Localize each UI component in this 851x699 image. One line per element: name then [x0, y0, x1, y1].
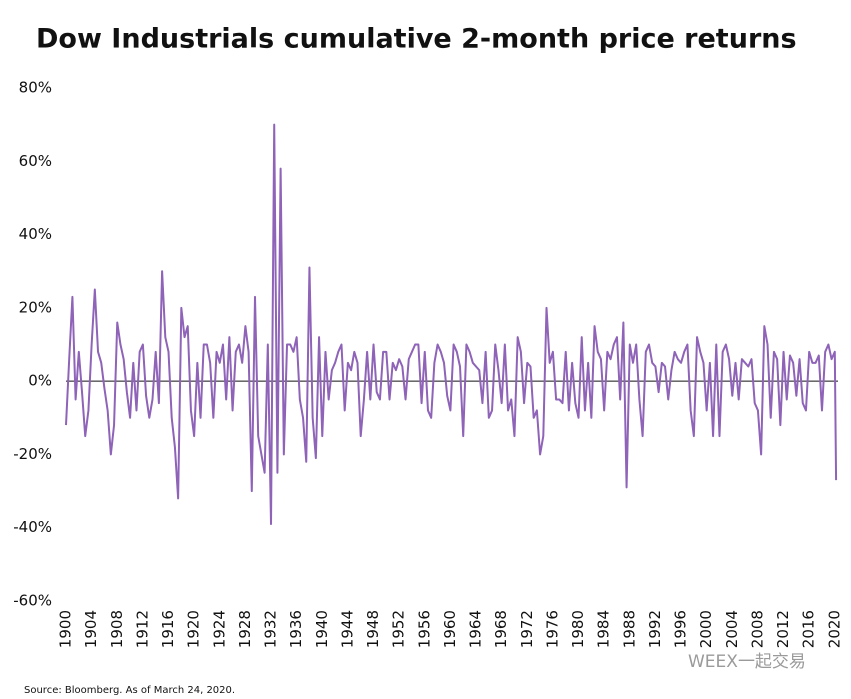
- x-tick-label: 1956: [415, 610, 433, 648]
- x-tick-label: 1964: [467, 610, 485, 648]
- x-tick-label: 1916: [159, 610, 177, 648]
- x-tick-label: 2000: [697, 610, 715, 648]
- x-tick-label: 1948: [364, 610, 382, 648]
- x-tick-label: 1960: [441, 610, 459, 648]
- x-tick-label: 1968: [492, 610, 510, 648]
- x-tick-label: 1996: [672, 610, 690, 648]
- x-tick-label: 1904: [82, 610, 100, 648]
- x-tick-label: 1992: [646, 610, 664, 648]
- y-tick-label: 60%: [19, 152, 52, 170]
- y-tick-label: 0%: [28, 372, 52, 390]
- x-tick-label: 1900: [57, 610, 75, 648]
- y-tick-label: -60%: [13, 592, 52, 610]
- y-tick-label: -40%: [13, 518, 52, 536]
- x-tick-label: 1972: [518, 610, 536, 648]
- x-tick-label: 2004: [723, 610, 741, 648]
- x-tick-label: 1940: [313, 610, 331, 648]
- data-line: [65, 123, 838, 526]
- x-tick-label: 1920: [185, 610, 203, 648]
- x-tick-label: 1932: [262, 610, 280, 648]
- x-tick-label: 1928: [236, 610, 254, 648]
- x-tick-label: 1944: [338, 610, 356, 648]
- x-tick-label: 1988: [620, 610, 638, 648]
- x-tick-label: 1936: [287, 610, 305, 648]
- x-tick-label: 2016: [800, 610, 818, 648]
- y-tick-label: -20%: [13, 445, 52, 463]
- x-tick-label: 1984: [595, 610, 613, 648]
- chart-title: Dow Industrials cumulative 2-month price…: [36, 24, 797, 55]
- source-note: Source: Bloomberg. As of March 24, 2020.: [24, 685, 235, 696]
- x-tick-label: 1912: [133, 610, 151, 648]
- y-tick-label: 40%: [19, 225, 52, 243]
- x-tick-label: 1952: [390, 610, 408, 648]
- x-tick-label: 1908: [108, 610, 126, 648]
- x-tick-label: 1980: [569, 610, 587, 648]
- watermark: WEEX一起交易: [688, 652, 806, 672]
- x-tick-label: 2020: [825, 610, 843, 648]
- x-tick-label: 1924: [210, 610, 228, 648]
- x-tick-label: 1976: [543, 610, 561, 648]
- x-tick-label: 2008: [748, 610, 766, 648]
- y-tick-label: 20%: [19, 298, 52, 316]
- y-tick-label: 80%: [19, 79, 52, 97]
- x-tick-label: 2012: [774, 610, 792, 648]
